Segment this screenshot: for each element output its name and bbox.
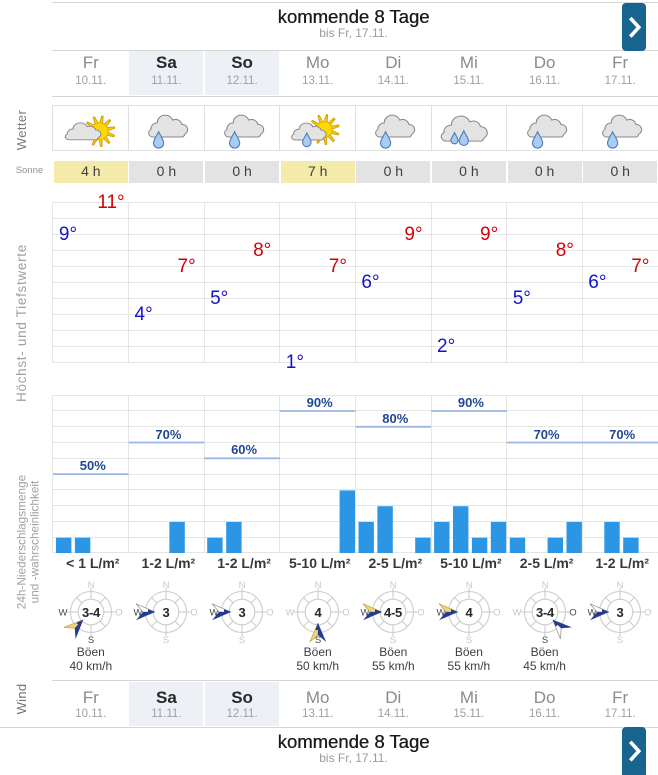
svg-text:N: N [541,579,548,590]
svg-text:S: S [617,635,623,646]
svg-text:4-5: 4-5 [384,604,402,619]
svg-text:3: 3 [239,604,246,619]
svg-text:W: W [285,607,294,618]
svg-text:N: N [314,579,321,590]
svg-text:N: N [390,579,397,590]
svg-text:3: 3 [617,604,624,619]
svg-text:W: W [361,607,370,618]
svg-text:W: W [588,607,597,618]
svg-text:S: S [541,635,547,646]
svg-text:3-4: 3-4 [82,604,101,619]
svg-text:4: 4 [314,604,322,619]
svg-text:3: 3 [163,604,170,619]
svg-text:W: W [134,607,143,618]
svg-text:O: O [418,607,425,618]
svg-text:W: W [58,607,67,618]
svg-text:W: W [436,607,445,618]
svg-text:N: N [239,579,246,590]
svg-text:S: S [239,635,245,646]
svg-text:S: S [390,635,396,646]
svg-text:4: 4 [465,604,473,619]
svg-text:N: N [163,579,170,590]
svg-text:O: O [266,607,273,618]
svg-text:O: O [493,607,500,618]
svg-text:W: W [512,607,521,618]
svg-text:O: O [644,607,651,618]
svg-text:N: N [617,579,624,590]
svg-text:3-4: 3-4 [536,604,555,619]
svg-text:N: N [87,579,94,590]
svg-text:S: S [466,635,472,646]
svg-text:O: O [191,607,198,618]
svg-text:S: S [315,635,321,646]
svg-text:O: O [342,607,349,618]
svg-text:W: W [210,607,219,618]
svg-text:N: N [465,579,472,590]
svg-text:S: S [163,635,169,646]
svg-text:O: O [115,607,122,618]
svg-text:O: O [569,607,576,618]
svg-text:S: S [88,635,94,646]
